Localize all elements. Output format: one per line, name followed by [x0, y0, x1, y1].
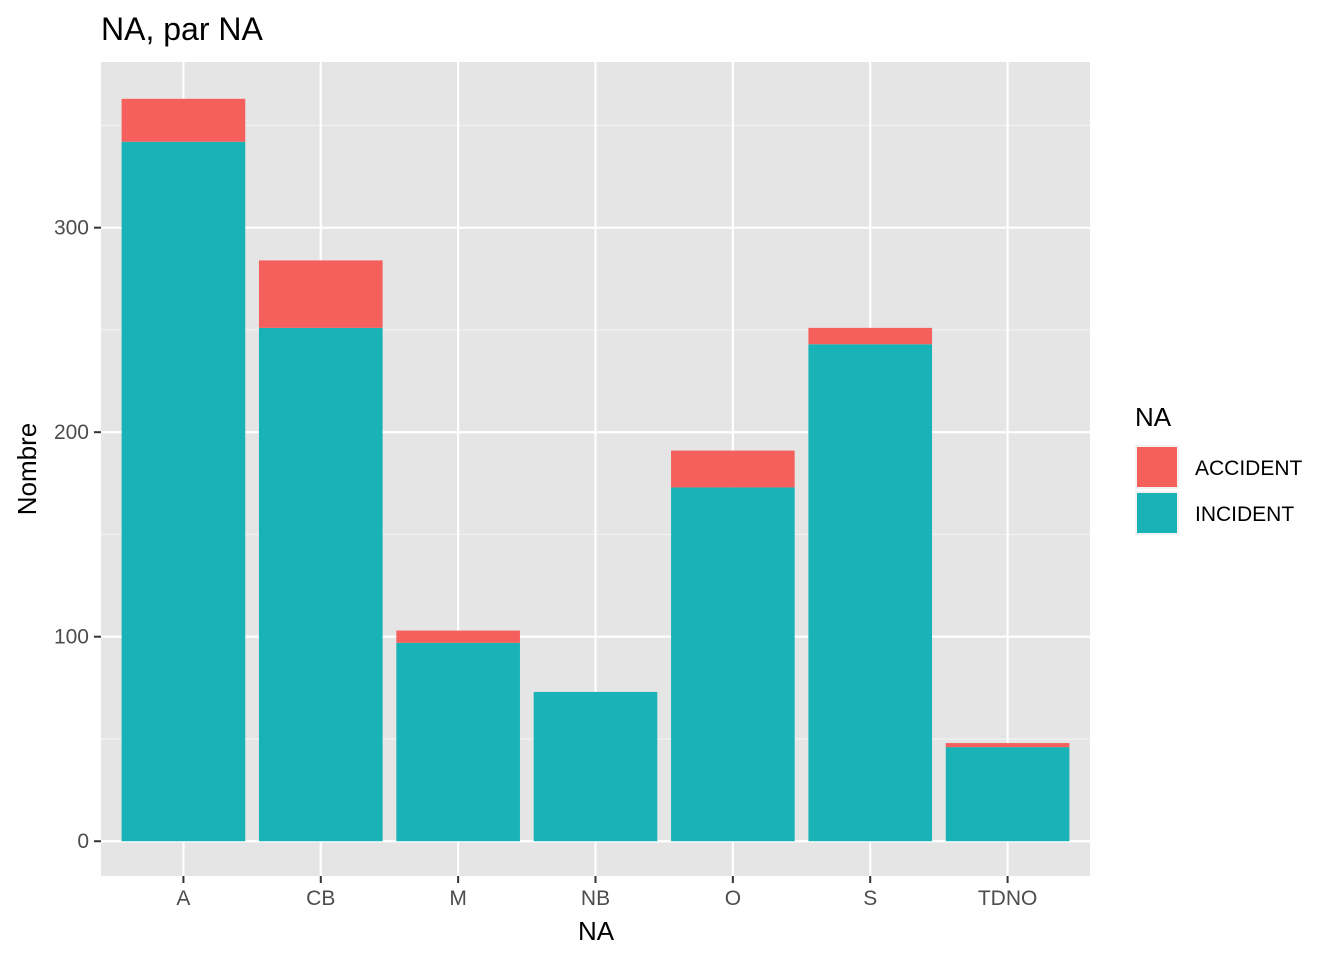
bar-accident-s [808, 327, 933, 345]
bar-incident-nb [533, 691, 658, 842]
bar-incident-a [121, 141, 246, 842]
y-axis: 0 100 200 300 [54, 217, 101, 853]
x-axis: A CB M NB O S TDNO [176, 876, 1037, 910]
bar-accident-cb [258, 260, 383, 328]
legend: NA ACCIDENT INCIDENT [1135, 402, 1303, 535]
legend-title: NA [1135, 402, 1172, 432]
chart-title: NA, par NA [101, 11, 263, 47]
x-tick-label: NB [581, 887, 610, 910]
bar-accident-o [671, 450, 795, 488]
bars [121, 98, 1070, 842]
x-tick-label: O [725, 887, 741, 910]
y-tick-label: 100 [54, 626, 89, 649]
bar-incident-s [808, 344, 933, 842]
x-tick-label: CB [306, 887, 335, 910]
x-axis-title: NA [578, 916, 615, 946]
bar-accident-tdno [945, 743, 1070, 748]
bar-incident-cb [258, 327, 383, 842]
legend-label-accident: ACCIDENT [1195, 457, 1303, 480]
legend-label-incident: INCIDENT [1195, 503, 1294, 526]
bar-accident-m [396, 630, 520, 643]
y-tick-label: 200 [54, 421, 89, 444]
y-axis-title: Nombre [12, 423, 42, 515]
legend-key-accident [1137, 447, 1177, 487]
x-tick-label: M [449, 887, 467, 910]
legend-key-incident [1137, 493, 1177, 533]
x-tick-label: S [863, 887, 877, 910]
bar-incident-tdno [945, 747, 1070, 842]
y-tick-label: 0 [77, 830, 89, 853]
bar-accident-a [121, 98, 246, 142]
bar-incident-m [396, 642, 520, 842]
bar-incident-o [671, 487, 795, 842]
x-tick-label: TDNO [978, 887, 1038, 910]
y-tick-label: 300 [54, 217, 89, 240]
x-tick-label: A [176, 887, 190, 910]
